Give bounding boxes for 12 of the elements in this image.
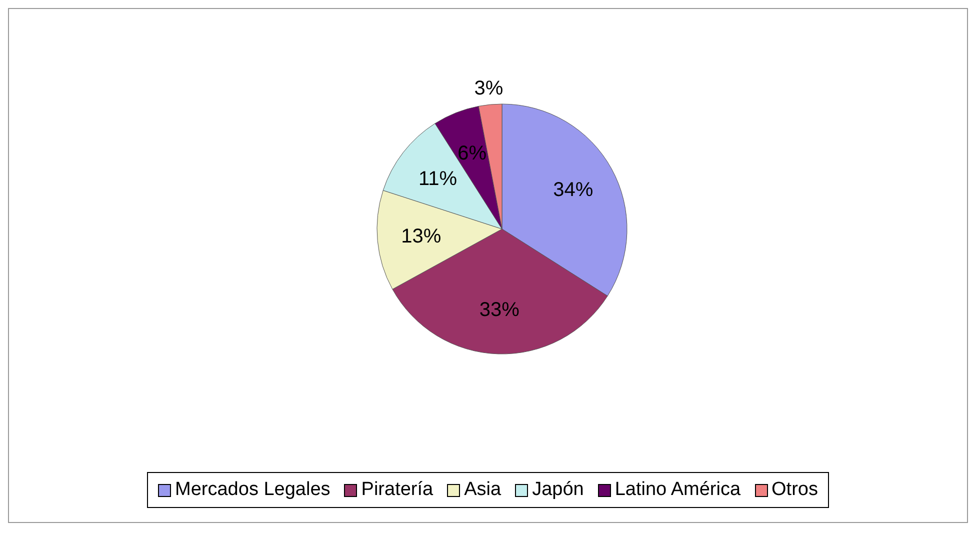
legend-label: Piratería [360,479,434,501]
data-label: 6% [458,142,487,164]
data-label: 3% [474,78,504,100]
data-label: 11% [418,168,458,190]
data-label: 13% [401,226,442,248]
legend-label: Latino América [614,479,741,501]
legend-label: Japón [531,479,584,501]
legend-label: Mercados Legales [174,479,330,501]
legend-label: Asia [463,479,502,501]
legend-label: Otros [770,479,818,501]
data-label: 34% [553,178,594,201]
data-label: 33% [479,299,520,322]
